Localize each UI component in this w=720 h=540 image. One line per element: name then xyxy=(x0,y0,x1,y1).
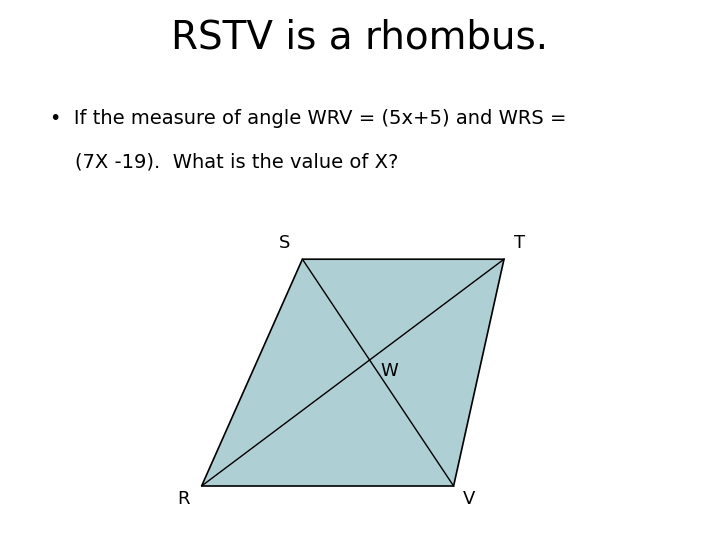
Text: W: W xyxy=(380,362,398,380)
Text: R: R xyxy=(177,490,190,509)
Text: RSTV is a rhombus.: RSTV is a rhombus. xyxy=(171,19,549,57)
Text: •  If the measure of angle WRV = (5x+5) and WRS =: • If the measure of angle WRV = (5x+5) a… xyxy=(50,109,567,129)
Text: (7X -19).  What is the value of X?: (7X -19). What is the value of X? xyxy=(50,152,399,172)
Text: S: S xyxy=(279,234,290,252)
Polygon shape xyxy=(202,259,504,486)
Text: V: V xyxy=(463,490,476,509)
Text: T: T xyxy=(514,234,526,252)
